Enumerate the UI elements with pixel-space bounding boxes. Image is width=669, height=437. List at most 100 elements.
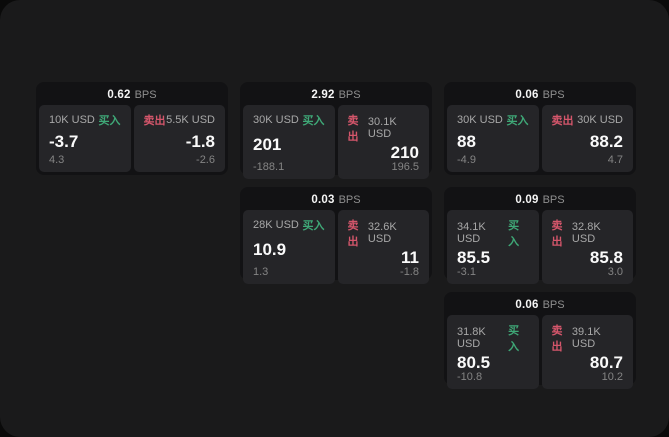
bps-value: 0.06 bbox=[515, 89, 539, 101]
sell-panel[interactable]: 卖出 32.6K USD 11 -1.8 bbox=[337, 210, 429, 284]
buy-size-label: 34.1K USD bbox=[457, 221, 486, 245]
buy-size-label: 30K USD bbox=[457, 114, 503, 126]
buy-size-label: 10K USD bbox=[49, 114, 95, 126]
buy-price: 80.5 bbox=[457, 353, 491, 372]
bps-value: 0.03 bbox=[311, 194, 335, 206]
bps-unit-label: BPS bbox=[542, 299, 565, 311]
quote-panels: 30K USD 买入 88 -4.9 卖出 30K USD 88.2 4.7 bbox=[447, 105, 633, 172]
quote-card: 0.62 BPS 10K USD 买入 -3.7 4.3 卖出 5.5K USD… bbox=[36, 82, 228, 175]
card-header: 0.06 BPS bbox=[447, 85, 633, 105]
buy-panel[interactable]: 30K USD 买入 88 -4.9 bbox=[447, 105, 539, 172]
sell-size-label: 30K USD bbox=[577, 114, 623, 126]
bps-unit-label: BPS bbox=[542, 89, 565, 101]
buy-panel[interactable]: 34.1K USD 买入 85.5 -3.1 bbox=[447, 210, 539, 284]
sell-price: 11 bbox=[401, 248, 419, 267]
quote-panels: 28K USD 买入 10.9 1.3 卖出 32.6K USD 11 -1.8 bbox=[243, 210, 429, 284]
sell-panel-header: 卖出 30K USD bbox=[552, 112, 624, 128]
sell-change: -2.6 bbox=[196, 154, 215, 166]
buy-change: -3.1 bbox=[457, 266, 476, 278]
bps-value: 0.62 bbox=[107, 89, 131, 101]
sell-price: 85.8 bbox=[589, 248, 623, 267]
sell-tag: 卖出 bbox=[143, 115, 166, 127]
buy-tag: 买入 bbox=[508, 325, 520, 353]
bps-unit-label: BPS bbox=[338, 194, 361, 206]
quote-panels: 10K USD 买入 -3.7 4.3 卖出 5.5K USD -1.8 -2.… bbox=[39, 105, 225, 172]
quote-card: 2.92 BPS 30K USD 买入 201 -188.1 卖出 30.1K … bbox=[240, 82, 432, 179]
buy-change: 1.3 bbox=[253, 266, 269, 278]
quote-card: 0.06 BPS 31.8K USD 买入 80.5 -10.8 卖出 39.1… bbox=[444, 292, 636, 389]
buy-panel-header: 34.1K USD 买入 bbox=[457, 217, 529, 249]
buy-change: -188.1 bbox=[253, 161, 285, 173]
sell-size-label: 5.5K USD bbox=[166, 114, 215, 126]
buy-size-label: 31.8K USD bbox=[457, 326, 486, 350]
buy-panel[interactable]: 30K USD 买入 201 -188.1 bbox=[243, 105, 335, 179]
sell-change: 10.2 bbox=[601, 371, 623, 383]
buy-price: 201 bbox=[253, 135, 282, 154]
card-header: 0.06 BPS bbox=[447, 295, 633, 315]
card-header: 0.09 BPS bbox=[447, 190, 633, 210]
sell-tag: 卖出 bbox=[347, 115, 359, 143]
sell-panel[interactable]: 卖出 30.1K USD 210 196.5 bbox=[337, 105, 429, 179]
buy-size-label: 28K USD bbox=[253, 219, 299, 231]
bps-unit-label: BPS bbox=[542, 194, 565, 206]
buy-panel-header: 30K USD 买入 bbox=[253, 112, 325, 128]
buy-panel[interactable]: 31.8K USD 买入 80.5 -10.8 bbox=[447, 315, 539, 389]
bps-value: 0.06 bbox=[515, 299, 539, 311]
buy-panel[interactable]: 10K USD 买入 -3.7 4.3 bbox=[39, 105, 131, 172]
sell-size-label: 39.1K USD bbox=[571, 326, 601, 350]
sell-panel[interactable]: 卖出 30K USD 88.2 4.7 bbox=[541, 105, 633, 172]
buy-panel-header: 30K USD 买入 bbox=[457, 112, 529, 128]
buy-panel-header: 28K USD 买入 bbox=[253, 217, 325, 233]
sell-size-label: 30.1K USD bbox=[367, 116, 397, 140]
sell-panel[interactable]: 卖出 39.1K USD 80.7 10.2 bbox=[541, 315, 633, 389]
sell-tag: 卖出 bbox=[347, 220, 359, 248]
sell-change: -1.8 bbox=[400, 266, 419, 278]
buy-tag: 买入 bbox=[302, 115, 325, 127]
buy-price: 10.9 bbox=[253, 240, 287, 259]
buy-change: 4.3 bbox=[49, 154, 65, 166]
sell-change: 4.7 bbox=[607, 154, 623, 166]
buy-price: 88 bbox=[457, 131, 476, 151]
sell-change: 196.5 bbox=[391, 161, 419, 173]
quote-card: 0.03 BPS 28K USD 买入 10.9 1.3 卖出 32.6K US… bbox=[240, 187, 432, 284]
sell-panel-header: 卖出 32.8K USD bbox=[552, 217, 624, 249]
card-header: 2.92 BPS bbox=[243, 85, 429, 105]
bps-unit-label: BPS bbox=[338, 89, 361, 101]
buy-tag: 买入 bbox=[506, 115, 529, 127]
sell-tag: 卖出 bbox=[551, 220, 563, 248]
card-header: 0.62 BPS bbox=[39, 85, 225, 105]
sell-tag: 卖出 bbox=[551, 325, 563, 353]
sell-tag: 卖出 bbox=[551, 115, 574, 127]
sell-panel[interactable]: 卖出 32.8K USD 85.8 3.0 bbox=[541, 210, 633, 284]
sell-panel[interactable]: 卖出 5.5K USD -1.8 -2.6 bbox=[133, 105, 225, 172]
card-header: 0.03 BPS bbox=[243, 190, 429, 210]
buy-panel[interactable]: 28K USD 买入 10.9 1.3 bbox=[243, 210, 335, 284]
buy-panel-header: 10K USD 买入 bbox=[49, 112, 121, 128]
buy-panel-header: 31.8K USD 买入 bbox=[457, 322, 529, 354]
sell-price: 210 bbox=[390, 143, 419, 162]
quote-card: 0.06 BPS 30K USD 买入 88 -4.9 卖出 30K USD 8… bbox=[444, 82, 636, 175]
buy-price: 85.5 bbox=[457, 248, 491, 267]
buy-tag: 买入 bbox=[302, 220, 325, 232]
sell-panel-header: 卖出 32.6K USD bbox=[348, 217, 420, 249]
quote-panels: 31.8K USD 买入 80.5 -10.8 卖出 39.1K USD 80.… bbox=[447, 315, 633, 389]
bps-unit-label: BPS bbox=[134, 89, 157, 101]
sell-change: 3.0 bbox=[607, 266, 623, 278]
sell-panel-header: 卖出 39.1K USD bbox=[552, 322, 624, 354]
quote-panels: 34.1K USD 买入 85.5 -3.1 卖出 32.8K USD 85.8… bbox=[447, 210, 633, 284]
sell-size-label: 32.8K USD bbox=[571, 221, 601, 245]
sell-size-label: 32.6K USD bbox=[367, 221, 397, 245]
buy-size-label: 30K USD bbox=[253, 114, 299, 126]
sell-price: 88.2 bbox=[589, 131, 623, 151]
sell-price: -1.8 bbox=[185, 131, 215, 151]
sell-price: 80.7 bbox=[589, 353, 623, 372]
buy-change: -4.9 bbox=[457, 154, 476, 166]
bps-value: 0.09 bbox=[515, 194, 539, 206]
bps-value: 2.92 bbox=[311, 89, 335, 101]
buy-tag: 买入 bbox=[98, 115, 121, 127]
buy-tag: 买入 bbox=[508, 220, 520, 248]
cards-grid: 0.62 BPS 10K USD 买入 -3.7 4.3 卖出 5.5K USD… bbox=[36, 82, 636, 389]
sell-panel-header: 卖出 30.1K USD bbox=[348, 112, 420, 144]
buy-price: -3.7 bbox=[49, 131, 79, 151]
quote-card: 0.09 BPS 34.1K USD 买入 85.5 -3.1 卖出 32.8K… bbox=[444, 187, 636, 284]
